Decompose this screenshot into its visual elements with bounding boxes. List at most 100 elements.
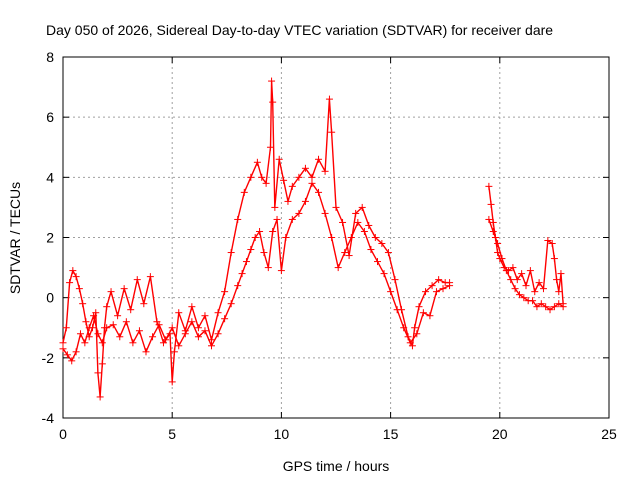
data-point [94, 369, 102, 377]
y-tick-labels: -4 -2 0 2 4 6 8 [42, 49, 55, 426]
data-point [555, 300, 563, 308]
data-point [509, 264, 517, 272]
data-point [82, 318, 90, 326]
data-point [435, 276, 443, 284]
data-point [98, 360, 106, 368]
data-point [332, 203, 340, 211]
series-4 [485, 215, 567, 314]
data-point [269, 98, 277, 106]
data-point [550, 255, 558, 263]
data-point [142, 348, 150, 356]
data-point [280, 176, 288, 184]
data-point [347, 234, 355, 241]
data-point [175, 342, 183, 350]
data-point [107, 288, 115, 296]
data-point [251, 234, 259, 241]
data-point [380, 270, 388, 278]
data-point [384, 249, 392, 257]
data-point [358, 203, 366, 211]
data-point [308, 179, 316, 187]
data-point [542, 303, 550, 311]
data-point [214, 330, 222, 338]
y-axis-label: SDTVAR / TECUs [7, 182, 23, 294]
data-point [328, 128, 336, 136]
data-point [413, 330, 421, 338]
data-point [266, 143, 274, 151]
data-point [90, 312, 98, 320]
data-point [149, 333, 157, 341]
data-point [271, 203, 279, 211]
data-point [550, 303, 558, 311]
data-point [489, 218, 497, 226]
data-point [282, 234, 290, 241]
data-point [315, 188, 323, 196]
data-point [227, 249, 235, 257]
data-point [188, 303, 196, 311]
y-tick-label: 2 [46, 230, 54, 246]
x-tick-labels: 0 5 10 15 20 25 [59, 426, 617, 442]
data-point [135, 327, 143, 335]
data-point [522, 282, 530, 290]
data-point [273, 215, 281, 223]
y-tick-label: -4 [42, 410, 55, 426]
data-point [555, 288, 563, 296]
data-point [485, 215, 493, 223]
data-point [103, 303, 111, 311]
x-tick-label: 10 [274, 426, 290, 442]
data-point [411, 324, 419, 332]
data-point [59, 339, 67, 347]
data-point [170, 348, 178, 356]
data-point [96, 393, 104, 401]
data-point [533, 303, 541, 311]
y-tick-label: 4 [46, 169, 54, 185]
series-1 [59, 77, 454, 401]
data-point [94, 330, 102, 338]
data-point [507, 276, 515, 284]
data-point [365, 221, 373, 229]
data-point [432, 288, 440, 296]
data-point [120, 285, 128, 293]
data-point [406, 339, 414, 347]
data-point [168, 324, 176, 332]
data-point [175, 309, 183, 317]
data-point [334, 264, 342, 272]
data-point [140, 300, 148, 308]
y-tick-label: 8 [46, 49, 54, 65]
data-point [253, 158, 261, 166]
data-point [531, 288, 539, 296]
data-point [535, 279, 543, 287]
data-point [116, 333, 124, 341]
data-point [387, 288, 395, 296]
data-point [502, 267, 510, 275]
data-point [133, 276, 141, 284]
data-point [59, 345, 67, 353]
data-point [328, 234, 336, 241]
data-point [341, 249, 349, 257]
data-point [284, 197, 292, 205]
data-point [513, 276, 521, 284]
data-point [75, 285, 83, 293]
data-point [529, 297, 537, 305]
data-point [76, 330, 84, 338]
data-point [103, 324, 111, 332]
grid-lines [63, 57, 609, 418]
data-point [288, 215, 296, 223]
data-point [268, 77, 276, 85]
data-point [539, 285, 547, 293]
data-point [378, 240, 386, 248]
data-point [62, 324, 70, 332]
data-point [494, 240, 502, 248]
x-tick-label: 15 [383, 426, 399, 442]
data-point [487, 200, 495, 208]
data-point [295, 209, 303, 217]
y-tick-label: -2 [42, 350, 55, 366]
data-point [339, 218, 347, 226]
data-point [415, 303, 423, 311]
data-point [559, 303, 567, 311]
data-point [367, 246, 375, 254]
data-point [122, 318, 130, 326]
data-point [234, 282, 242, 290]
data-point [194, 324, 202, 332]
data-point [79, 300, 87, 308]
data-point [518, 270, 526, 278]
